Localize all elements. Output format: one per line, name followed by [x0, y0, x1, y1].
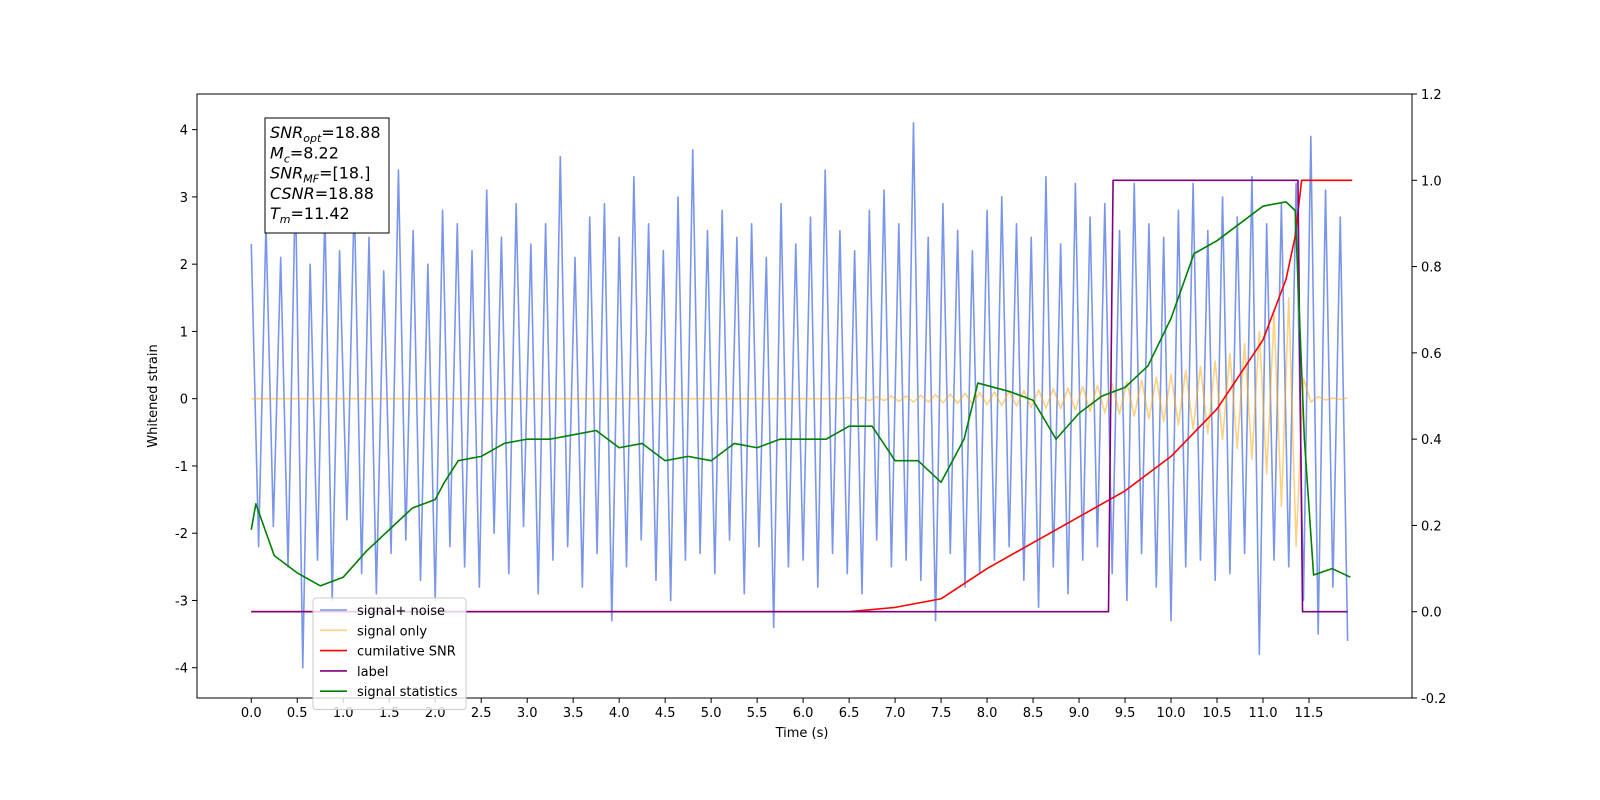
- x-tick-label: 6.0: [793, 706, 814, 721]
- annotation-line: SNRopt=18.88: [270, 123, 381, 145]
- x-tick-label: 5.5: [747, 706, 768, 721]
- y-tick-label: 2: [180, 258, 188, 273]
- annotation-subscript: opt: [303, 132, 322, 145]
- legend: signal+ noise signal only cumilative SNR la…: [312, 597, 467, 710]
- y2-tick-label: 0.0: [1421, 606, 1442, 621]
- y-tick-label: -1: [175, 460, 188, 475]
- x-tick-label: 0.0: [241, 706, 262, 721]
- y-axis-label: Whitened strain: [146, 344, 161, 447]
- y-tick-label: 1: [180, 325, 188, 340]
- annotation-value: =18.88: [321, 123, 380, 142]
- x-tick-label: 11.0: [1249, 706, 1278, 721]
- annotation-line: Tm=11.42: [270, 204, 350, 226]
- annotation-symbol: M: [270, 143, 284, 162]
- y2-tick-label: 1.0: [1421, 174, 1442, 189]
- x-axis-label: Time (s): [775, 726, 829, 741]
- y2-tick-label: -0.2: [1421, 692, 1446, 707]
- x-tick-label: 9.0: [1069, 706, 1090, 721]
- annotation-value: =[18.]: [319, 164, 370, 183]
- annotation-value: =11.42: [291, 204, 350, 223]
- x-tick-label: 2.5: [471, 706, 492, 721]
- axes-frame: [196, 93, 1413, 699]
- x-tick-label: 5.0: [701, 706, 722, 721]
- x-tick-label: 7.0: [885, 706, 906, 721]
- annotation-value: =8.22: [290, 143, 339, 162]
- legend-label: signal statistics: [357, 685, 458, 700]
- x-tick-label: 10.0: [1157, 706, 1186, 721]
- y2-tick-label: 0.4: [1421, 433, 1442, 448]
- annotation-frame: [264, 117, 390, 234]
- x-tick-label: 7.5: [931, 706, 952, 721]
- x-tick-label: 8.0: [977, 706, 998, 721]
- annotation-subscript: MF: [303, 173, 319, 186]
- x-tick-label: 3.5: [563, 706, 584, 721]
- annotation-line: SNRMF=[18.]: [270, 164, 370, 186]
- x-tick-label: 10.5: [1203, 706, 1232, 721]
- y2-tick-label: 0.8: [1421, 261, 1442, 276]
- y-tick-label: -2: [175, 527, 188, 542]
- x-tick-label: 6.5: [839, 706, 860, 721]
- x-tick-label: 9.5: [1115, 706, 1136, 721]
- annotation-symbol: SNR: [270, 123, 303, 142]
- annotation-box: SNRopt=18.88Mc=8.22SNRMF=[18.]CSNR=18.88…: [264, 117, 390, 234]
- annotation-symbol: T: [270, 204, 281, 223]
- y-tick-label: -4: [175, 662, 188, 677]
- annotation-line: CSNR=18.88: [270, 184, 374, 203]
- legend-label: cumilative SNR: [357, 645, 456, 660]
- x-tick-label: 3.0: [517, 706, 538, 721]
- y2-tick-label: 1.2: [1421, 88, 1442, 103]
- legend-label: signal only: [357, 624, 427, 639]
- series-line: [250, 122, 1349, 669]
- y2-tick-label: 0.6: [1421, 347, 1442, 362]
- legend-frame: [312, 597, 467, 710]
- y-tick-label: 3: [180, 191, 188, 206]
- annotation-value: =18.88: [315, 184, 374, 203]
- annotation-line: Mc=8.22: [270, 143, 339, 165]
- annotation-symbol: CSNR: [270, 184, 315, 203]
- legend-label: label: [357, 665, 388, 680]
- series-line: [251, 179, 1353, 613]
- annotation-symbol: SNR: [270, 164, 303, 183]
- series-line: [250, 201, 1351, 587]
- legend-label: signal+ noise: [357, 604, 445, 619]
- x-tick-label: 4.0: [609, 706, 630, 721]
- series-line: [251, 179, 1348, 613]
- y2-tick-label: 0.2: [1421, 519, 1442, 534]
- series-line: [251, 297, 1348, 548]
- y-tick-label: 0: [180, 393, 188, 408]
- y-tick-label: -3: [175, 594, 188, 609]
- x-tick-label: 4.5: [655, 706, 676, 721]
- x-tick-label: 0.5: [287, 706, 308, 721]
- plot-area: [250, 122, 1353, 669]
- y-tick-label: 4: [180, 124, 188, 139]
- annotation-subscript: m: [280, 213, 291, 226]
- annotation-subscript: c: [284, 152, 290, 165]
- x-tick-label: 8.5: [1023, 706, 1044, 721]
- x-tick-label: 11.5: [1295, 706, 1324, 721]
